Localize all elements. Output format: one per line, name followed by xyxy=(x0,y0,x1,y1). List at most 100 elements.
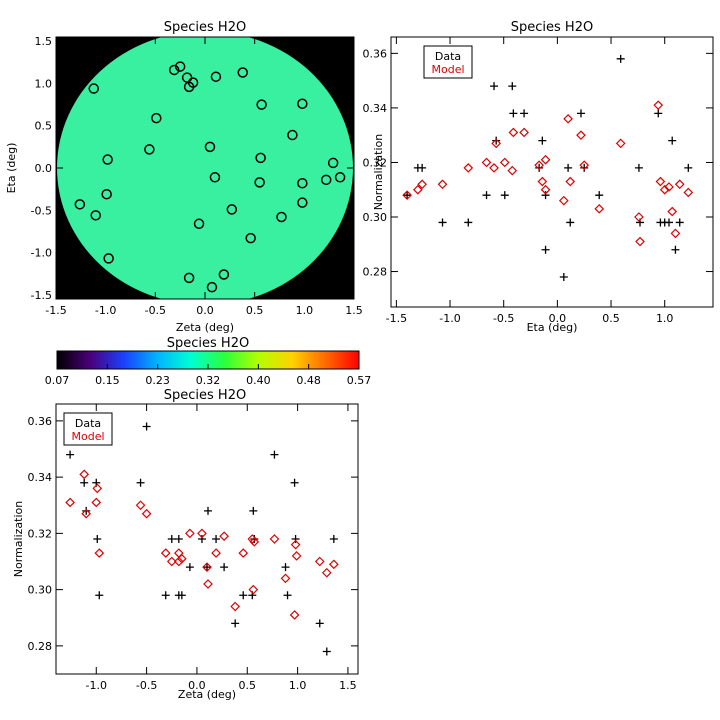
map-ytick-label: 0.5 xyxy=(35,120,53,133)
zeta-data-point xyxy=(167,535,176,543)
eta-data-point xyxy=(541,191,550,200)
zeta-xtick-label: 1.0 xyxy=(289,679,307,692)
eta-xtick-label: -0.5 xyxy=(493,312,514,325)
zeta-model-point xyxy=(185,528,195,539)
eta-xtick-label: 0.0 xyxy=(549,312,567,325)
map-markers xyxy=(74,61,346,293)
map-position-marker xyxy=(206,281,218,293)
map-position-marker xyxy=(103,253,114,264)
eta-model-point xyxy=(402,190,412,201)
eta-data-point xyxy=(684,163,693,172)
zeta-model-point xyxy=(328,559,339,570)
zeta-model-point xyxy=(141,508,152,519)
eta-model-point xyxy=(565,176,576,187)
map-position-marker xyxy=(276,211,287,223)
zeta-ticks: -1.0 -0.5 0.0 0.5 1.0 1.5 0.28 0.30 0.32 0.34 0.36 xyxy=(28,404,358,692)
zeta-data-point xyxy=(315,619,324,628)
eta-model-point xyxy=(579,160,590,171)
eta-data-point xyxy=(535,163,544,172)
zeta-model-point xyxy=(269,534,280,544)
zeta-title: Species H2O xyxy=(164,388,246,403)
eta-model-point xyxy=(558,195,569,206)
zeta-ytick-label: 0.28 xyxy=(28,640,53,653)
eta-data-point xyxy=(464,218,473,227)
zeta-model-point xyxy=(173,556,184,567)
map-position-marker xyxy=(90,210,101,221)
zeta-data-point xyxy=(66,450,75,459)
eta-model-point xyxy=(576,130,586,141)
zeta-ytick-label: 0.30 xyxy=(28,584,53,597)
zeta-model-point xyxy=(280,573,291,584)
eta-xtick-label: 0.5 xyxy=(602,312,620,325)
eta-data-point xyxy=(492,136,501,145)
eta-xtick-label: -1.0 xyxy=(439,312,460,325)
map-position-marker xyxy=(297,197,308,208)
map-position-marker xyxy=(187,77,199,88)
zeta-data-point xyxy=(329,535,338,543)
zeta-data-point xyxy=(290,478,299,487)
eta-legend-box xyxy=(423,45,473,79)
eta-data-point xyxy=(490,82,499,91)
eta-data-point xyxy=(403,191,412,200)
map-ylabel: Eta (deg) xyxy=(5,143,18,194)
zeta-data-point xyxy=(93,535,102,543)
zeta-normalization-panel: Species H2O -1.0 -0.5 0.0 0.5 1.0 1.5 0.28 0.30… xyxy=(12,388,359,701)
zeta-data-point xyxy=(283,591,292,600)
eta-model-point xyxy=(540,154,551,165)
eta-ytick-label: 0.28 xyxy=(363,266,388,279)
zeta-xlabel: Zeta (deg) xyxy=(178,688,236,701)
zeta-data-point xyxy=(231,619,240,628)
eta-data-point xyxy=(580,163,589,172)
eta-data-point xyxy=(500,191,509,200)
eta-model-point xyxy=(563,113,573,124)
map-position-marker xyxy=(88,83,99,94)
eta-model-point xyxy=(540,184,551,195)
eta-model-point xyxy=(674,179,685,190)
eta-data-point xyxy=(541,245,550,254)
colorbar-tick-label: 0.15 xyxy=(95,374,120,387)
map-position-marker xyxy=(204,141,216,153)
zeta-xtick-label: -0.5 xyxy=(136,679,157,692)
map-ytick-label: -1.0 xyxy=(31,247,52,260)
colorbar-ticks: 0.07 0.15 0.23 0.32 0.40 0.48 0.57 xyxy=(45,364,371,387)
eta-model-point xyxy=(664,182,674,192)
eta-ylabel: Normalization xyxy=(372,134,385,210)
map-position-marker xyxy=(297,177,308,189)
eta-model-point xyxy=(463,163,474,173)
map-xlabel: Zeta (deg) xyxy=(176,321,234,334)
zeta-model-point xyxy=(197,528,207,539)
eta-model-point xyxy=(489,163,499,173)
eta-xlabel: Eta (deg) xyxy=(527,321,578,334)
zeta-data-point xyxy=(185,563,194,572)
zeta-model-point xyxy=(238,548,249,558)
colorbar-tick-label: 0.40 xyxy=(246,374,271,387)
zeta-model-point xyxy=(230,601,241,612)
eta-data-point xyxy=(482,191,491,200)
zeta-data-point xyxy=(204,506,213,515)
zeta-data-point xyxy=(270,450,279,459)
eta-points xyxy=(402,54,694,281)
zeta-model-point xyxy=(314,556,325,567)
zeta-data-point xyxy=(212,535,221,543)
colorbar-tick-label: 0.23 xyxy=(145,374,170,387)
eta-xtick-label: 1.0 xyxy=(656,312,674,325)
map-xtick-label: -1.5 xyxy=(45,304,66,317)
eta-data-point xyxy=(418,163,427,172)
zeta-model-point xyxy=(65,497,75,508)
colorbar-tick-label: 0.48 xyxy=(296,374,321,387)
map-position-marker xyxy=(255,152,266,164)
zeta-model-point xyxy=(248,584,259,595)
zeta-xtick-label: -1.0 xyxy=(86,679,107,692)
eta-data-point xyxy=(576,109,585,118)
eta-data-point xyxy=(566,218,575,227)
map-position-marker xyxy=(209,172,221,183)
map-position-marker xyxy=(144,144,155,155)
map-position-marker xyxy=(151,112,162,124)
zeta-data-point xyxy=(174,535,183,543)
zeta-ylabel: Normalization xyxy=(12,501,25,577)
zeta-model-point xyxy=(91,497,102,508)
map-position-marker xyxy=(218,269,230,280)
zeta-model-point xyxy=(160,548,171,558)
zeta-data-point xyxy=(203,563,211,572)
eta-model-point xyxy=(659,184,670,195)
